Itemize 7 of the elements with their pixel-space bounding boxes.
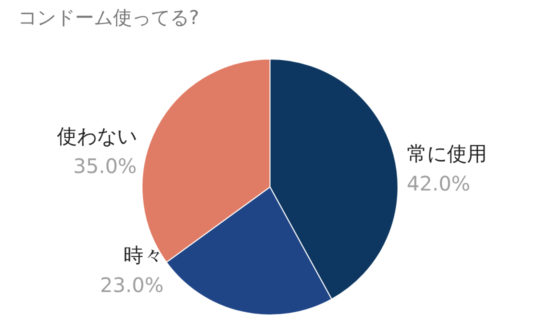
chart-title: コンドーム使ってる? xyxy=(18,7,200,29)
slice-label: 使わない xyxy=(56,124,137,148)
slice-label: 時々 xyxy=(124,243,164,268)
data-label: 35.0% xyxy=(73,154,137,178)
data-label: 23.0% xyxy=(100,273,164,298)
data-label: 42.0% xyxy=(406,171,470,196)
slice-label: 常に使用 xyxy=(406,141,487,166)
